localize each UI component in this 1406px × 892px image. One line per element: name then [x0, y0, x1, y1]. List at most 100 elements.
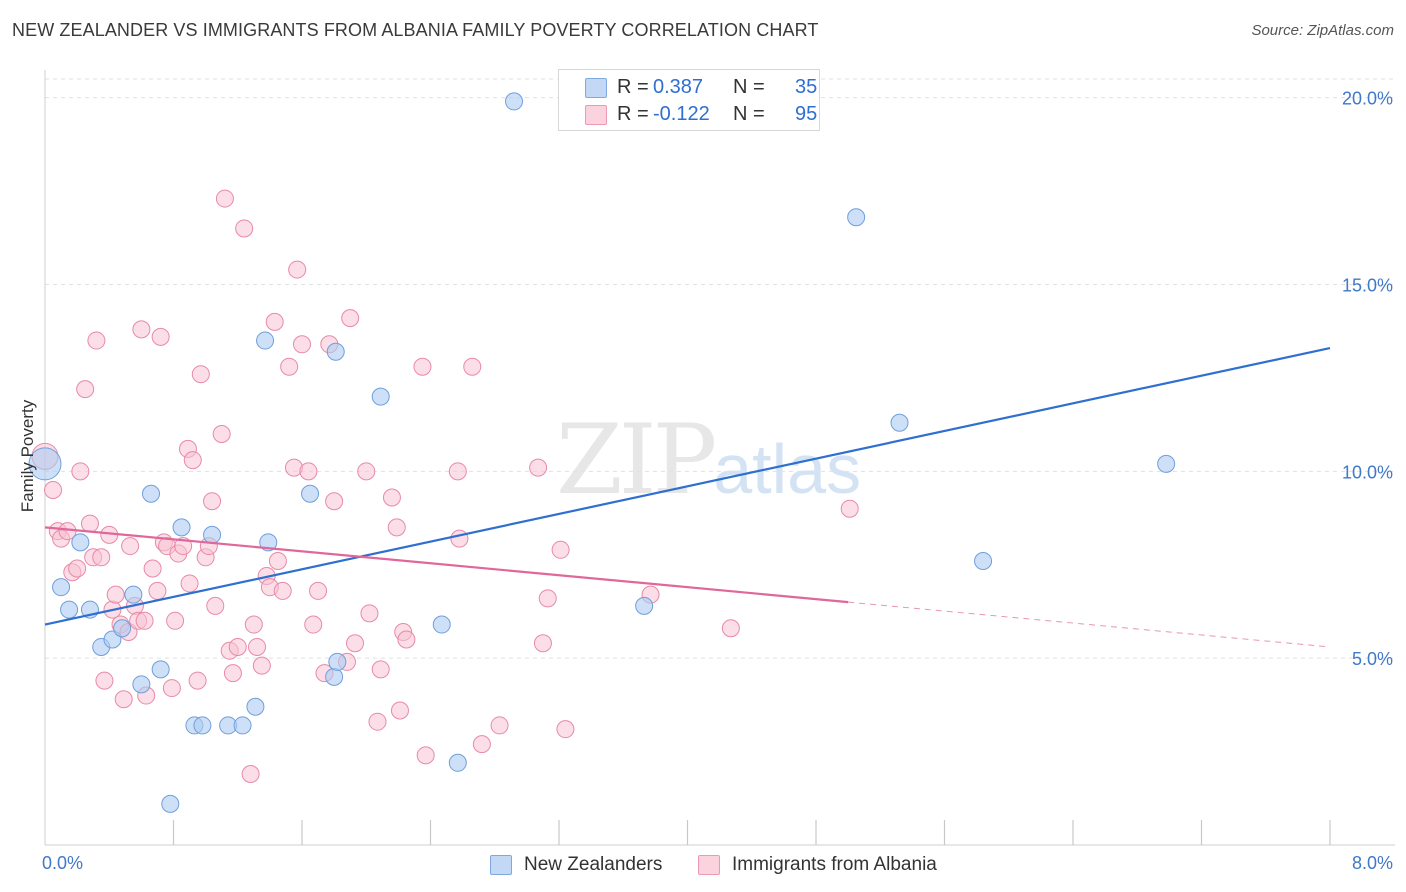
n-label: N = — [733, 102, 765, 125]
albania-point — [371, 660, 390, 679]
albania-trendline-extension — [848, 601, 1331, 648]
albania-point — [529, 458, 548, 477]
n-label: N = — [733, 75, 765, 98]
new-zealander-point — [635, 596, 654, 615]
new-zealander-point — [172, 518, 191, 537]
new-zealander-point — [124, 585, 143, 604]
albania-point — [132, 320, 151, 339]
albania-point — [151, 327, 170, 346]
albania-point — [212, 424, 231, 443]
albania-point — [268, 552, 287, 571]
chart-title: NEW ZEALANDER VS IMMIGRANTS FROM ALBANIA… — [12, 20, 819, 40]
albania-point — [346, 634, 365, 653]
albania-point — [533, 634, 552, 653]
albania-point — [397, 630, 416, 649]
albania-point — [244, 615, 263, 634]
new-zealander-point — [151, 660, 170, 679]
albania-point — [840, 499, 859, 518]
albania-point — [325, 492, 344, 511]
albania-point — [538, 589, 557, 608]
new-zealander-point — [1157, 454, 1176, 473]
albania-point — [228, 637, 247, 656]
albania-point — [309, 581, 328, 600]
r-label: R = — [617, 102, 649, 125]
albania-point — [215, 189, 234, 208]
albania-point — [413, 357, 432, 376]
new-zealander-point — [132, 675, 151, 694]
albania-point — [387, 518, 406, 537]
albania-point — [148, 581, 167, 600]
albania-point — [265, 312, 284, 331]
albania-point — [188, 671, 207, 690]
albania-point — [556, 720, 575, 739]
albania-point — [92, 548, 111, 567]
new-zealander-point — [203, 525, 222, 544]
source-label: Source: ZipAtlas.com — [1251, 22, 1394, 39]
albania-point — [241, 765, 260, 784]
albania-point — [551, 540, 570, 559]
albania-point — [472, 735, 491, 754]
albania-point — [252, 656, 271, 675]
albania-point — [293, 335, 311, 354]
albania-point — [87, 331, 106, 350]
new-zealander-point — [246, 697, 265, 716]
albania-point — [390, 701, 409, 720]
pink-swatch — [585, 105, 607, 125]
blue-swatch — [585, 78, 607, 98]
albania-point — [114, 690, 133, 709]
y-tick-label: 20.0% — [1342, 89, 1393, 109]
x-tick-label: 8.0% — [1352, 853, 1393, 873]
new-zealander-point — [28, 447, 62, 481]
albania-point — [191, 365, 210, 384]
new-zealander-point — [448, 753, 467, 772]
albania-point — [121, 537, 140, 556]
new-zealander-point — [847, 208, 866, 227]
albania-point — [273, 581, 292, 600]
new-zealander-point — [259, 533, 278, 552]
albania-point — [166, 611, 185, 630]
albania-point — [382, 488, 401, 507]
albania-point — [206, 596, 225, 615]
new-zealander-point — [325, 667, 344, 686]
albania-point — [280, 357, 299, 376]
n-value: 35 — [795, 75, 818, 98]
new-zealander-point — [161, 794, 180, 813]
y-tick-label: 15.0% — [1342, 276, 1393, 296]
albania-point — [95, 671, 114, 690]
albania-point — [304, 615, 323, 634]
albania-point — [223, 664, 242, 683]
new-zealander-point — [326, 342, 345, 361]
r-value: -0.122 — [653, 102, 710, 125]
albania-point — [463, 357, 482, 376]
albania-point — [183, 451, 202, 470]
new-zealander-point — [60, 600, 79, 619]
albania-point — [448, 462, 467, 481]
albania-point — [248, 637, 267, 656]
albania-point — [341, 309, 360, 328]
new-zealander-point — [71, 533, 90, 552]
legend-label: New Zealanders — [524, 854, 663, 875]
new-zealander-point — [233, 716, 252, 735]
correlation-legend: R = 0.387 N = 35 R = -0.122 N = 95 — [558, 69, 820, 131]
albania-point — [203, 492, 222, 511]
albania-point — [80, 514, 99, 533]
new-zealander-point — [371, 387, 390, 406]
albania-point — [235, 219, 254, 238]
albania-point — [143, 559, 162, 578]
new-zealander-point — [142, 484, 161, 503]
albania-point — [44, 481, 63, 500]
watermark-atlas: atlas — [713, 430, 862, 508]
albania-point — [450, 529, 469, 548]
new-zealander-point — [890, 413, 909, 432]
new-zealander-point — [193, 716, 212, 735]
albania-point — [174, 537, 193, 556]
legend-item-new-zealanders[interactable]: New Zealanders — [490, 852, 662, 878]
new-zealander-point — [328, 652, 347, 671]
new-zealander-point — [113, 619, 132, 638]
y-axis-label: Family Poverty — [18, 399, 37, 513]
albania-point — [360, 604, 379, 623]
albania-point — [180, 574, 199, 593]
legend-item-albania[interactable]: Immigrants from Albania — [698, 852, 937, 878]
new-zealander-point — [974, 552, 993, 571]
